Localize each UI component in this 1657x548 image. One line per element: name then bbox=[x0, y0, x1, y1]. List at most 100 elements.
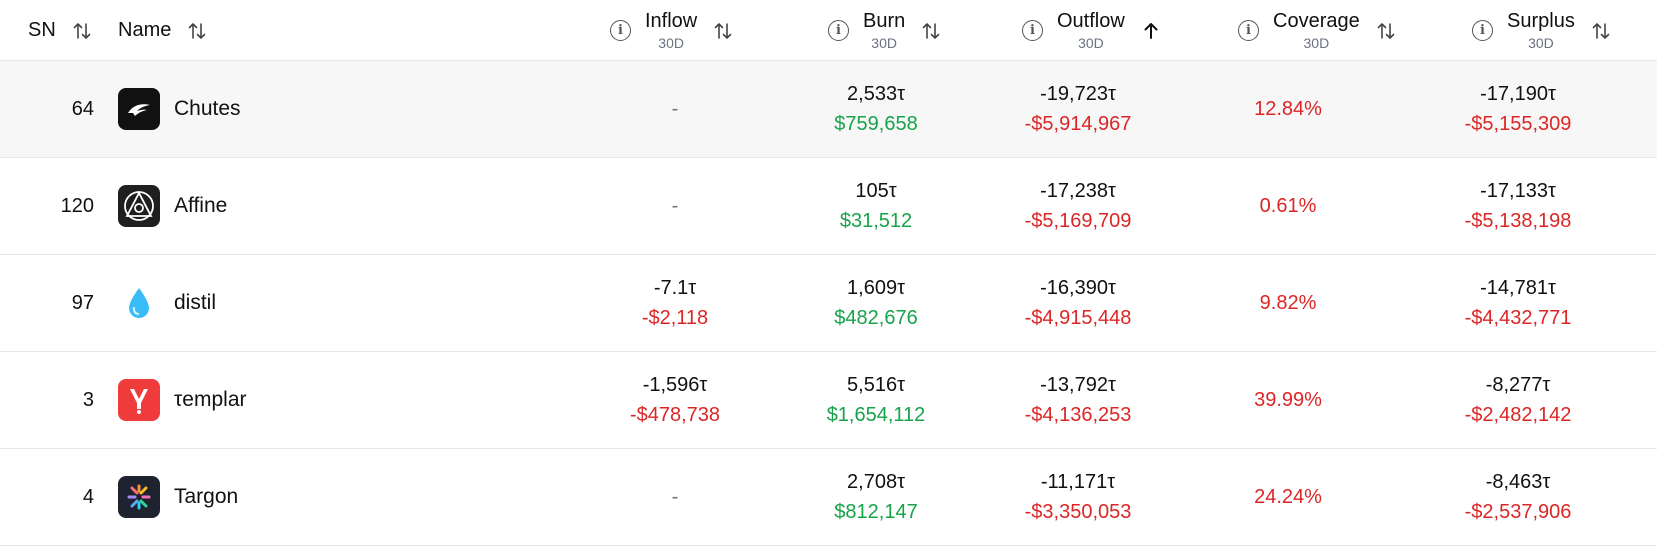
burn-usd: $1,654,112 bbox=[826, 404, 926, 426]
coverage-percent: 0.61% bbox=[1259, 194, 1317, 217]
table-row[interactable]: 64 Chutes - 2,533τ $759,658 -19,723τ -$5… bbox=[0, 61, 1657, 158]
subnet-name[interactable]: Targon bbox=[174, 485, 239, 508]
info-icon[interactable]: i bbox=[610, 20, 631, 41]
sort-arrows-icon[interactable] bbox=[1374, 19, 1398, 43]
sort-arrows-icon[interactable] bbox=[919, 19, 943, 43]
empty-value-dash: - bbox=[671, 97, 679, 120]
subnet-name-cell[interactable]: Chutes bbox=[118, 61, 241, 157]
inflow-tao: -7.1τ bbox=[653, 277, 697, 299]
info-icon[interactable]: i bbox=[1472, 20, 1493, 41]
burn-column-header[interactable]: i Burn 30D bbox=[828, 0, 943, 61]
burn-cell: 5,516τ $1,654,112 bbox=[760, 352, 992, 448]
outflow-tao: -19,723τ bbox=[1040, 83, 1116, 105]
subnet-name[interactable]: Chutes bbox=[174, 97, 241, 120]
info-icon[interactable]: i bbox=[1022, 20, 1043, 41]
subnet-number: 3 bbox=[82, 388, 94, 411]
coverage-cell: 39.99% bbox=[1158, 352, 1418, 448]
subnet-name[interactable]: τemplar bbox=[174, 388, 247, 411]
coverage-cell: 12.84% bbox=[1158, 61, 1418, 157]
outflow-period-label: 30D bbox=[1078, 35, 1104, 51]
sort-ascending-icon[interactable] bbox=[1139, 19, 1163, 43]
inflow-cell: - bbox=[590, 158, 760, 254]
coverage-period-label: 30D bbox=[1303, 35, 1330, 51]
coverage-percent: 24.24% bbox=[1254, 485, 1322, 508]
outflow-usd: -$4,136,253 bbox=[1024, 404, 1132, 426]
affine-logo-icon bbox=[118, 185, 160, 227]
sort-arrows-icon[interactable] bbox=[185, 19, 209, 43]
subnet-number: 64 bbox=[71, 97, 94, 120]
burn-tao: 5,516τ bbox=[847, 374, 905, 396]
coverage-column-header[interactable]: i Coverage 30D bbox=[1238, 0, 1398, 61]
surplus-tao: -17,190τ bbox=[1480, 83, 1556, 105]
table-row[interactable]: 120 Affine - 105τ $31,512 -17,238τ -$5,1… bbox=[0, 158, 1657, 255]
burn-cell: 2,533τ $759,658 bbox=[760, 61, 992, 157]
burn-usd: $759,658 bbox=[834, 113, 918, 135]
inflow-usd: -$2,118 bbox=[641, 307, 709, 329]
outflow-usd: -$5,169,709 bbox=[1024, 210, 1132, 232]
templar-logo-icon bbox=[118, 379, 160, 421]
water-drop-icon bbox=[118, 282, 160, 324]
inflow-cell: -7.1τ -$2,118 bbox=[590, 255, 760, 351]
table-row[interactable]: 4 Targon - bbox=[0, 449, 1657, 546]
surplus-tao: -8,463τ bbox=[1485, 471, 1551, 493]
surplus-column-header[interactable]: i Surplus 30D bbox=[1472, 0, 1613, 61]
outflow-header-label: Outflow bbox=[1057, 10, 1125, 32]
subnet-number: 97 bbox=[71, 291, 94, 314]
table-row[interactable]: 97 distil -7.1τ -$2,118 1,609τ $482,676 … bbox=[0, 255, 1657, 352]
surplus-usd: -$2,482,142 bbox=[1464, 404, 1572, 426]
table-header: SN Name i Inflow 30D i Burn bbox=[0, 0, 1657, 61]
burn-cell: 2,708τ $812,147 bbox=[760, 449, 992, 545]
outflow-tao: -16,390τ bbox=[1040, 277, 1116, 299]
inflow-cell: - bbox=[590, 61, 760, 157]
subnet-name[interactable]: Affine bbox=[174, 194, 228, 217]
outflow-usd: -$3,350,053 bbox=[1024, 501, 1132, 523]
surplus-usd: -$4,432,771 bbox=[1464, 307, 1572, 329]
surplus-cell: -17,133τ -$5,138,198 bbox=[1402, 158, 1634, 254]
info-icon[interactable]: i bbox=[1238, 20, 1259, 41]
burn-usd: $812,147 bbox=[834, 501, 918, 523]
surplus-usd: -$5,155,309 bbox=[1464, 113, 1572, 135]
burn-period-label: 30D bbox=[871, 35, 897, 51]
outflow-cell: -13,792τ -$4,136,253 bbox=[962, 352, 1194, 448]
outflow-tao: -13,792τ bbox=[1040, 374, 1116, 396]
subnet-name-cell[interactable]: distil bbox=[118, 255, 216, 351]
burn-header-label: Burn bbox=[863, 10, 906, 32]
surplus-tao: -8,277τ bbox=[1485, 374, 1551, 396]
surplus-cell: -17,190τ -$5,155,309 bbox=[1402, 61, 1634, 157]
surplus-cell: -8,463τ -$2,537,906 bbox=[1402, 449, 1634, 545]
subnet-name-cell[interactable]: τemplar bbox=[118, 352, 247, 448]
sn-column-header[interactable]: SN bbox=[28, 0, 94, 61]
info-icon[interactable]: i bbox=[828, 20, 849, 41]
outflow-usd: -$4,915,448 bbox=[1024, 307, 1132, 329]
burn-usd: $482,676 bbox=[834, 307, 918, 329]
inflow-usd: -$478,738 bbox=[629, 404, 721, 426]
burn-tao: 2,708τ bbox=[847, 471, 905, 493]
outflow-cell: -19,723τ -$5,914,967 bbox=[962, 61, 1194, 157]
coverage-percent: 12.84% bbox=[1254, 97, 1322, 120]
outflow-cell: -16,390τ -$4,915,448 bbox=[962, 255, 1194, 351]
outflow-column-header[interactable]: i Outflow 30D bbox=[1022, 0, 1163, 61]
subnet-name[interactable]: distil bbox=[174, 291, 217, 314]
table-row[interactable]: 3 τemplar -1,596τ -$478,738 5,516τ $1,65… bbox=[0, 352, 1657, 449]
surplus-tao: -17,133τ bbox=[1480, 180, 1556, 202]
inflow-period-label: 30D bbox=[658, 35, 684, 51]
coverage-percent: 9.82% bbox=[1259, 291, 1317, 314]
subnet-number: 4 bbox=[82, 485, 94, 508]
name-column-header[interactable]: Name bbox=[118, 0, 209, 61]
sort-arrows-icon[interactable] bbox=[70, 19, 94, 43]
chutes-logo-icon bbox=[118, 88, 160, 130]
surplus-usd: -$5,138,198 bbox=[1464, 210, 1572, 232]
burn-tao: 2,533τ bbox=[847, 83, 905, 105]
subnet-name-cell[interactable]: Affine bbox=[118, 158, 227, 254]
surplus-tao: -14,781τ bbox=[1480, 277, 1556, 299]
subnet-name-cell[interactable]: Targon bbox=[118, 449, 238, 545]
burn-cell: 1,609τ $482,676 bbox=[760, 255, 992, 351]
burn-usd: $31,512 bbox=[839, 210, 913, 232]
outflow-cell: -11,171τ -$3,350,053 bbox=[962, 449, 1194, 545]
burn-tao: 1,609τ bbox=[847, 277, 905, 299]
sort-arrows-icon[interactable] bbox=[1589, 19, 1613, 43]
sort-arrows-icon[interactable] bbox=[711, 19, 735, 43]
inflow-column-header[interactable]: i Inflow 30D bbox=[610, 0, 735, 61]
inflow-cell: - bbox=[590, 449, 760, 545]
